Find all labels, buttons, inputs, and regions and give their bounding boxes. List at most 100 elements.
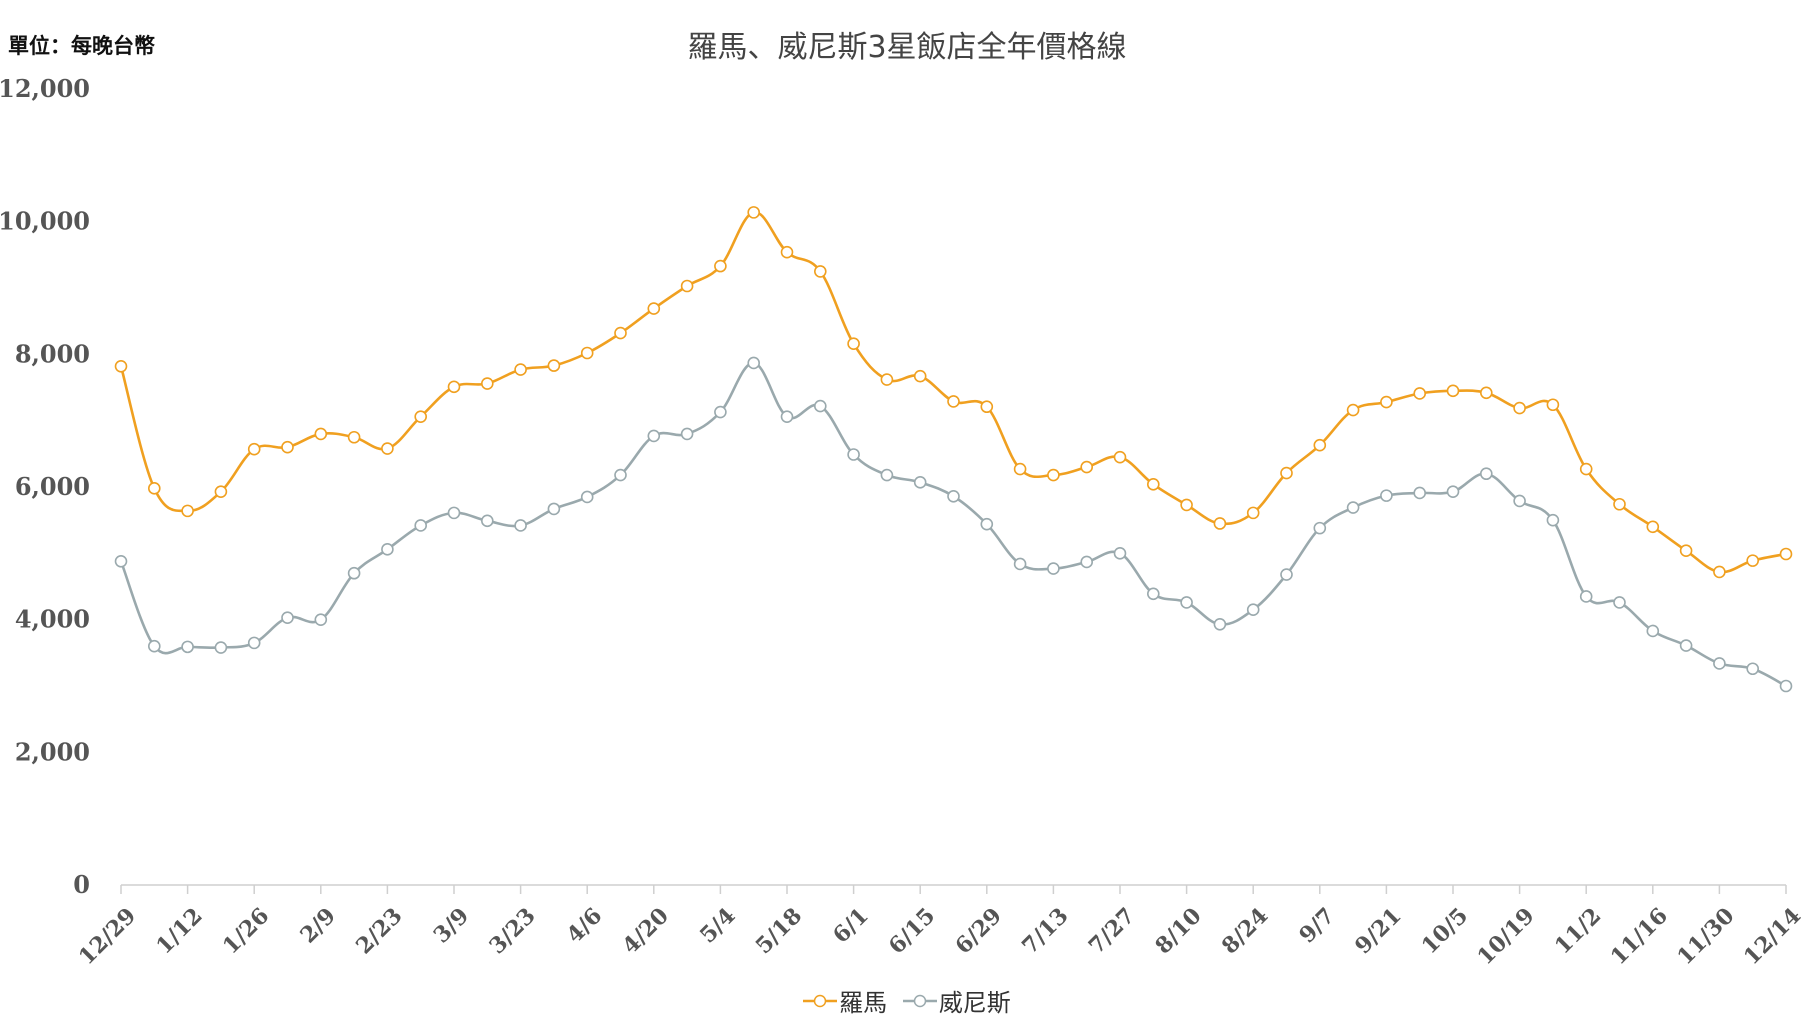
data-point-venice <box>913 476 927 489</box>
x-tick-label: 8/10 <box>1150 903 1207 960</box>
data-point-venice <box>947 489 960 503</box>
x-tick-label: 5/4 <box>695 903 741 949</box>
data-point-venice <box>1746 662 1759 676</box>
data-point-venice <box>580 490 594 504</box>
x-tick-label: 6/15 <box>884 903 941 960</box>
x-tick-label: 10/19 <box>1472 903 1539 970</box>
data-point-rome <box>181 504 194 518</box>
x-tick-label: 6/1 <box>828 903 874 949</box>
data-point-rome <box>580 346 594 360</box>
x-tick-label: 11/16 <box>1606 903 1673 970</box>
data-point-venice <box>680 427 694 441</box>
data-point-rome <box>414 410 428 423</box>
data-point-rome <box>680 279 694 293</box>
y-tick-label: 2,000 <box>15 737 90 766</box>
data-point-rome <box>647 302 661 315</box>
data-point-venice <box>480 514 494 528</box>
data-point-rome <box>1213 517 1227 530</box>
data-point-venice <box>1213 618 1227 631</box>
data-point-venice <box>114 554 128 568</box>
x-tick-label: 4/20 <box>617 903 674 960</box>
data-point-rome <box>1579 462 1593 476</box>
data-point-rome <box>1480 386 1493 400</box>
data-point-rome <box>1013 462 1027 476</box>
data-point-rome <box>1147 478 1160 491</box>
data-point-rome <box>547 359 561 372</box>
data-point-venice <box>1613 596 1626 609</box>
data-point-rome <box>913 369 927 383</box>
data-point-rome <box>1346 403 1360 417</box>
data-point-rome <box>947 395 960 408</box>
data-point-venice <box>980 517 994 531</box>
data-point-rome <box>880 373 894 386</box>
legend-item-venice: 威尼斯 <box>902 983 1011 1018</box>
y-tick-label: 0 <box>73 870 90 899</box>
data-point-venice <box>780 410 794 423</box>
data-point-rome <box>614 326 627 340</box>
data-point-venice <box>1513 494 1526 508</box>
data-point-venice <box>247 636 261 650</box>
data-point-rome <box>1080 460 1093 474</box>
x-tick-label: 6/29 <box>950 903 1007 960</box>
legend-label-venice: 威尼斯 <box>938 989 1011 1017</box>
data-point-rome <box>747 206 761 219</box>
data-point-venice <box>1679 639 1693 652</box>
data-point-venice <box>747 356 761 370</box>
data-point-rome <box>214 485 228 498</box>
y-tick-label: 12,000 <box>0 74 90 103</box>
x-tick-label: 4/6 <box>562 903 608 949</box>
y-tick-label: 6,000 <box>15 472 90 501</box>
series-line-rome <box>119 211 1787 574</box>
data-point-venice <box>1047 562 1060 575</box>
x-tick-label: 10/5 <box>1417 903 1474 960</box>
x-tick-label: 3/23 <box>484 903 541 960</box>
data-point-venice <box>1313 521 1327 535</box>
x-tick-label: 2/9 <box>295 903 341 949</box>
legend-swatch-rome <box>803 994 838 1007</box>
data-point-venice <box>880 468 894 482</box>
data-point-venice <box>1346 501 1360 514</box>
data-point-rome <box>480 377 494 390</box>
x-tick-label: 12/14 <box>1739 903 1806 970</box>
data-point-venice <box>1147 587 1160 601</box>
data-point-venice <box>847 448 860 461</box>
unit-label: 單位：每晚台幣 <box>8 34 155 58</box>
data-point-venice <box>1246 603 1260 617</box>
data-point-venice <box>714 405 727 419</box>
data-point-venice <box>1579 590 1593 603</box>
x-tick-label: 11/30 <box>1672 903 1739 970</box>
data-point-venice <box>1180 596 1193 609</box>
x-tick-label: 8/24 <box>1217 903 1274 960</box>
x-tick-label: 1/26 <box>218 903 275 960</box>
data-point-venice <box>347 566 361 580</box>
data-point-venice <box>1446 485 1460 498</box>
data-point-rome <box>247 442 261 456</box>
data-point-venice <box>1480 467 1493 481</box>
data-point-venice <box>1280 568 1293 581</box>
data-point-rome <box>1513 401 1526 415</box>
data-point-rome <box>714 259 727 273</box>
data-point-rome <box>1546 398 1560 412</box>
data-point-rome <box>1313 438 1327 452</box>
x-tick-label: 9/21 <box>1350 903 1407 960</box>
data-point-rome <box>1180 498 1193 512</box>
data-point-rome <box>447 380 461 394</box>
data-point-venice <box>181 640 194 654</box>
data-point-venice <box>647 429 661 443</box>
data-point-rome <box>1047 468 1060 482</box>
x-tick-label: 7/27 <box>1084 903 1141 960</box>
data-point-venice <box>1113 547 1127 560</box>
x-tick-label: 3/9 <box>428 903 474 949</box>
x-tick-label: 11/2 <box>1550 903 1607 960</box>
data-point-venice <box>447 506 461 520</box>
data-point-rome <box>148 482 161 495</box>
data-point-rome <box>347 430 361 444</box>
data-point-venice <box>1546 513 1560 527</box>
data-point-venice <box>314 613 328 626</box>
data-point-venice <box>1080 555 1093 569</box>
data-point-rome <box>1413 387 1426 400</box>
data-point-venice <box>1380 489 1393 502</box>
data-point-venice <box>1646 624 1660 638</box>
data-point-rome <box>1679 544 1693 557</box>
